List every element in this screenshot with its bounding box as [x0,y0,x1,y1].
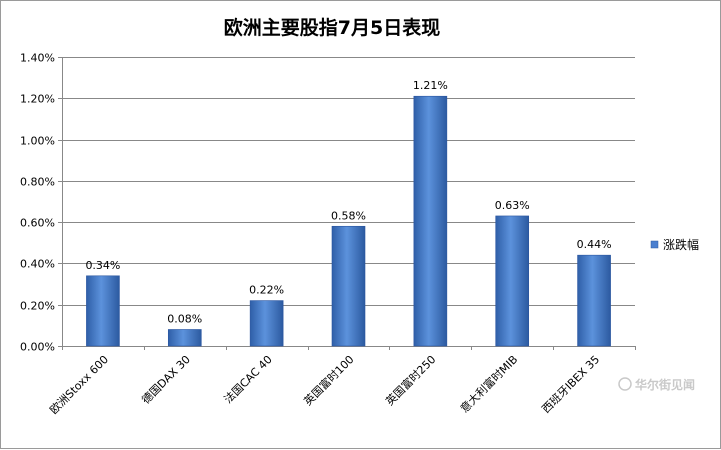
data-label: 0.63% [495,199,530,212]
legend-label: 涨跌幅 [663,237,699,252]
bar [249,300,284,347]
watermark-logo-icon [618,377,632,391]
legend: 涨跌幅 [650,237,699,252]
x-tick-label: 欧洲Stoxx 600 [47,353,111,417]
data-label: 0.34% [85,259,120,272]
data-label: 0.08% [167,312,202,325]
y-tick-label: 1.00% [20,135,55,148]
y-tick-label: 1.40% [20,52,55,65]
x-tick-label: 德国DAX 30 [139,352,193,406]
x-tick-label: 英国富时100 [301,352,357,408]
data-label: 1.21% [413,79,448,92]
watermark-text: 华尔街见闻 [635,377,695,392]
watermark: 华尔街见闻 [618,377,695,392]
x-tick-label: 西班牙IBEX 35 [539,353,602,416]
x-tick-label: 英国富时250 [383,352,439,408]
y-tick-label: 0.00% [20,341,55,354]
bar [495,215,530,347]
x-tick-label: 意大利富时MIB [457,352,520,415]
bar [331,225,366,347]
y-tick-label: 1.20% [20,93,55,106]
chart-title: 欧洲主要股指7月5日表现 [224,16,440,39]
x-tick-label: 法国CAC 40 [221,352,275,406]
data-label: 0.58% [331,209,366,222]
y-tick-label: 0.40% [20,258,55,271]
bars [86,95,611,347]
bar [413,95,448,347]
bar [86,275,120,347]
data-label: 0.44% [577,238,612,251]
x-tick-labels: 欧洲Stoxx 600 德国DAX 30 法国CAC 40 英国富时100 英国富时25… [47,352,602,416]
y-tick-label: 0.60% [20,217,55,230]
legend-swatch [650,240,659,249]
y-tick-label: 0.80% [20,176,55,189]
data-labels: 0.34% 0.08% 0.22% 0.58% 1.21% 0.63% 0.44% [85,79,611,325]
axes: 0.00% 0.20% 0.40% 0.60% 0.80% 1.00% 1.20% 1.40% [20,52,636,354]
y-tick-label: 0.20% [20,300,55,313]
bar [167,329,202,347]
bar [577,254,611,347]
data-label: 0.22% [249,284,284,297]
gridlines [62,57,635,306]
